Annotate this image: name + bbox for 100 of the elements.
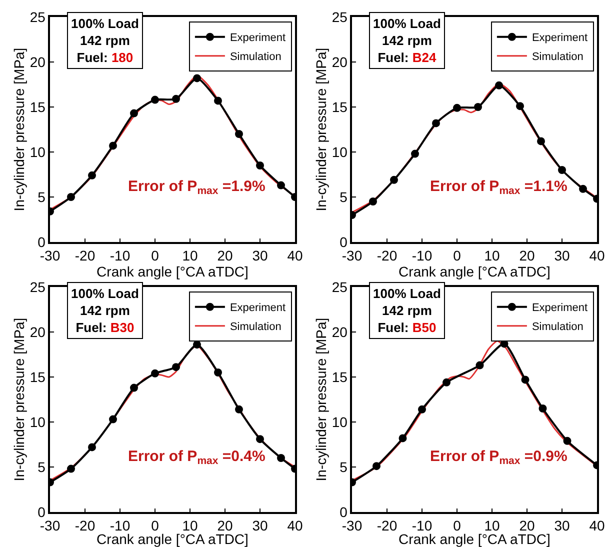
x-tick-label: 0: [453, 518, 462, 534]
legend-label: Experiment: [230, 302, 286, 314]
x-tick-label: -20: [74, 248, 96, 264]
x-tick-label: 10: [182, 248, 198, 264]
annotation: 100% Load: [373, 286, 441, 301]
annotation: Fuel:: [76, 50, 108, 65]
point: [214, 368, 222, 376]
x-tick-label: -10: [110, 248, 130, 264]
y-tick-label: 25: [30, 8, 46, 25]
x-tick-label: -10: [412, 518, 432, 534]
point: [235, 405, 243, 414]
x-tick-label: 30: [554, 248, 570, 264]
x-tick-label: 30: [252, 518, 268, 534]
point: [476, 361, 484, 370]
point: [88, 171, 96, 180]
x-axis-title: Crank angle [°CA aTDC]: [96, 531, 248, 547]
annotation: Error of P$_{max}$ =0.4%: [128, 448, 266, 468]
annotation: 142 rpm: [382, 302, 432, 318]
y-tick-label: 0: [38, 504, 46, 520]
x-tick-label: 30: [554, 518, 570, 534]
y-tick-label: 5: [38, 188, 46, 205]
y-tick-label: 0: [340, 234, 348, 250]
annotation: 100% Load: [71, 286, 139, 301]
point: [109, 142, 117, 150]
y-tick-label: 10: [30, 144, 46, 160]
y-tick-label: 25: [332, 278, 348, 295]
x-tick-label: 10: [484, 248, 500, 264]
legend-label: Simulation: [532, 321, 584, 334]
y-tick-label: 20: [332, 324, 348, 340]
annotation: Error of P$_{max}$ =1.1%: [430, 178, 568, 198]
x-axis-title: Crank angle [°CA aTDC]: [398, 531, 550, 547]
y-tick-label: 10: [332, 144, 348, 160]
x-tick-label: 30: [252, 248, 268, 264]
point: [130, 109, 138, 118]
y-axis-title: In-cylinder pressure [MPa]: [312, 318, 329, 482]
y-tick-label: 20: [332, 54, 348, 70]
y-tick-label: 25: [30, 278, 46, 295]
point: [579, 184, 587, 193]
y-tick-label: 10: [332, 414, 348, 430]
x-tick-label: 20: [519, 518, 535, 534]
annotation: Fuel:: [76, 320, 107, 335]
point: [151, 96, 159, 104]
x-tick-label: -30: [40, 248, 60, 264]
y-tick-label: 15: [30, 98, 46, 115]
y-tick-label: 5: [38, 458, 46, 475]
x-tick-label: 0: [453, 248, 462, 264]
x-tick-label: 40: [287, 248, 303, 264]
y-tick-label: 15: [30, 368, 46, 385]
point: [256, 162, 264, 170]
x-tick-label: 40: [287, 518, 303, 534]
y-tick-label: 20: [30, 54, 46, 70]
x-tick-label: 20: [217, 518, 233, 534]
point: [418, 405, 426, 414]
legend-label: Simulation: [532, 51, 584, 64]
y-tick-label: 25: [332, 8, 348, 25]
point: [558, 166, 566, 174]
point: [398, 434, 407, 442]
point: [442, 378, 450, 386]
legend-label: Experiment: [230, 32, 286, 44]
annotation: Fuel:: [378, 320, 409, 335]
point: [130, 384, 138, 392]
legend-label: Simulation: [230, 321, 282, 334]
x-tick-label: -30: [40, 518, 60, 534]
legend-label: Experiment: [532, 302, 588, 314]
y-tick-label: 15: [332, 368, 348, 385]
annotation: Fuel:: [378, 50, 409, 65]
y-axis-title: In-cylinder pressure [MPa]: [10, 48, 27, 212]
point: [537, 137, 545, 146]
point: [277, 181, 285, 190]
x-tick-label: 40: [589, 518, 605, 534]
point: [88, 443, 96, 452]
annotation: B24: [412, 50, 437, 65]
point: [563, 436, 572, 445]
x-tick-label: 20: [519, 248, 535, 264]
x-tick-label: -20: [376, 248, 398, 264]
legend-label: Experiment: [532, 32, 588, 44]
annotation: 100% Load: [71, 16, 139, 31]
point: [453, 104, 461, 112]
x-tick-label: -30: [342, 248, 362, 264]
x-tick-label: 40: [589, 248, 605, 264]
y-axis-title: In-cylinder pressure [MPa]: [10, 318, 27, 482]
y-tick-label: 20: [30, 324, 46, 340]
x-tick-label: 10: [182, 518, 198, 534]
point: [235, 130, 243, 138]
y-tick-label: 0: [38, 234, 46, 250]
annotation: B30: [110, 320, 134, 335]
y-tick-label: 0: [340, 504, 348, 520]
point: [474, 103, 482, 111]
x-axis-title: Crank angle [°CA aTDC]: [96, 264, 248, 280]
annotation: 180: [111, 50, 134, 65]
point: [432, 119, 440, 128]
point: [67, 464, 75, 473]
x-tick-label: -20: [74, 518, 96, 534]
y-tick-label: 15: [332, 98, 348, 115]
point: [193, 74, 201, 82]
point: [151, 369, 159, 378]
point: [372, 462, 380, 470]
x-tick-label: -10: [110, 518, 130, 534]
x-tick-label: 20: [217, 248, 233, 264]
x-tick-label: -30: [342, 518, 362, 534]
